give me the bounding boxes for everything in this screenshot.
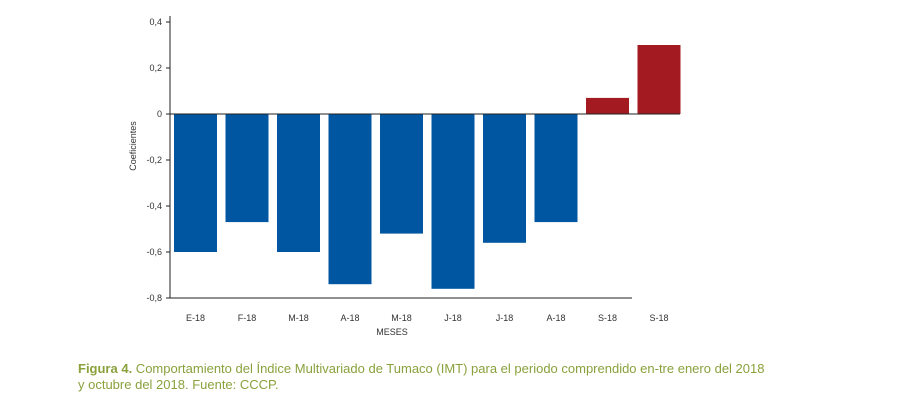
y-tick-label: -0,6	[146, 247, 162, 257]
bar	[225, 114, 269, 223]
caption-text: Comportamiento del Índice Multivariado d…	[78, 361, 765, 392]
bar	[380, 114, 423, 234]
x-axis-ticks: E-18 F-18 M-18 A-18 M-18 J-18 J-18 A-18 S-18 S-18	[186, 313, 669, 323]
x-tick-label: M-18	[288, 313, 309, 323]
bar	[277, 114, 320, 252]
bars	[174, 45, 681, 289]
y-tick-label: 0,2	[149, 63, 162, 73]
x-axis-title: MESES	[376, 327, 408, 337]
x-tick-label: S-18	[598, 313, 617, 323]
y-tick-label: 0,4	[149, 17, 162, 27]
bar	[328, 114, 372, 285]
bar-chart: 0,4 0,2 0 -0,2 -0,4 -0,6 -0,8 E-18 F-18 M-18 A-18…	[128, 16, 681, 337]
x-tick-label: A-18	[546, 313, 565, 323]
y-axis-ticks: 0,4 0,2 0 -0,2 -0,4 -0,6 -0,8	[146, 17, 170, 303]
y-tick-label: -0,4	[146, 201, 162, 211]
x-tick-label: J-18	[496, 313, 514, 323]
y-tick-label: -0,2	[146, 155, 162, 165]
bar	[637, 45, 681, 114]
bar	[534, 114, 578, 223]
x-tick-label: M-18	[391, 313, 412, 323]
y-axis-title: Coeficientes	[128, 121, 138, 171]
y-tick-label: 0	[157, 109, 162, 119]
figure-label: Figura 4.	[78, 361, 133, 376]
x-tick-label: F-18	[238, 313, 257, 323]
x-tick-label: J-18	[444, 313, 462, 323]
x-tick-label: E-18	[186, 313, 205, 323]
y-tick-label: -0,8	[146, 293, 162, 303]
bar	[174, 114, 217, 252]
bar	[483, 114, 526, 243]
bar	[431, 114, 475, 289]
x-tick-label: S-18	[649, 313, 668, 323]
x-tick-label: A-18	[340, 313, 359, 323]
figure-caption: Figura 4. Comportamiento del Índice Mult…	[78, 361, 768, 393]
bar	[586, 97, 629, 114]
